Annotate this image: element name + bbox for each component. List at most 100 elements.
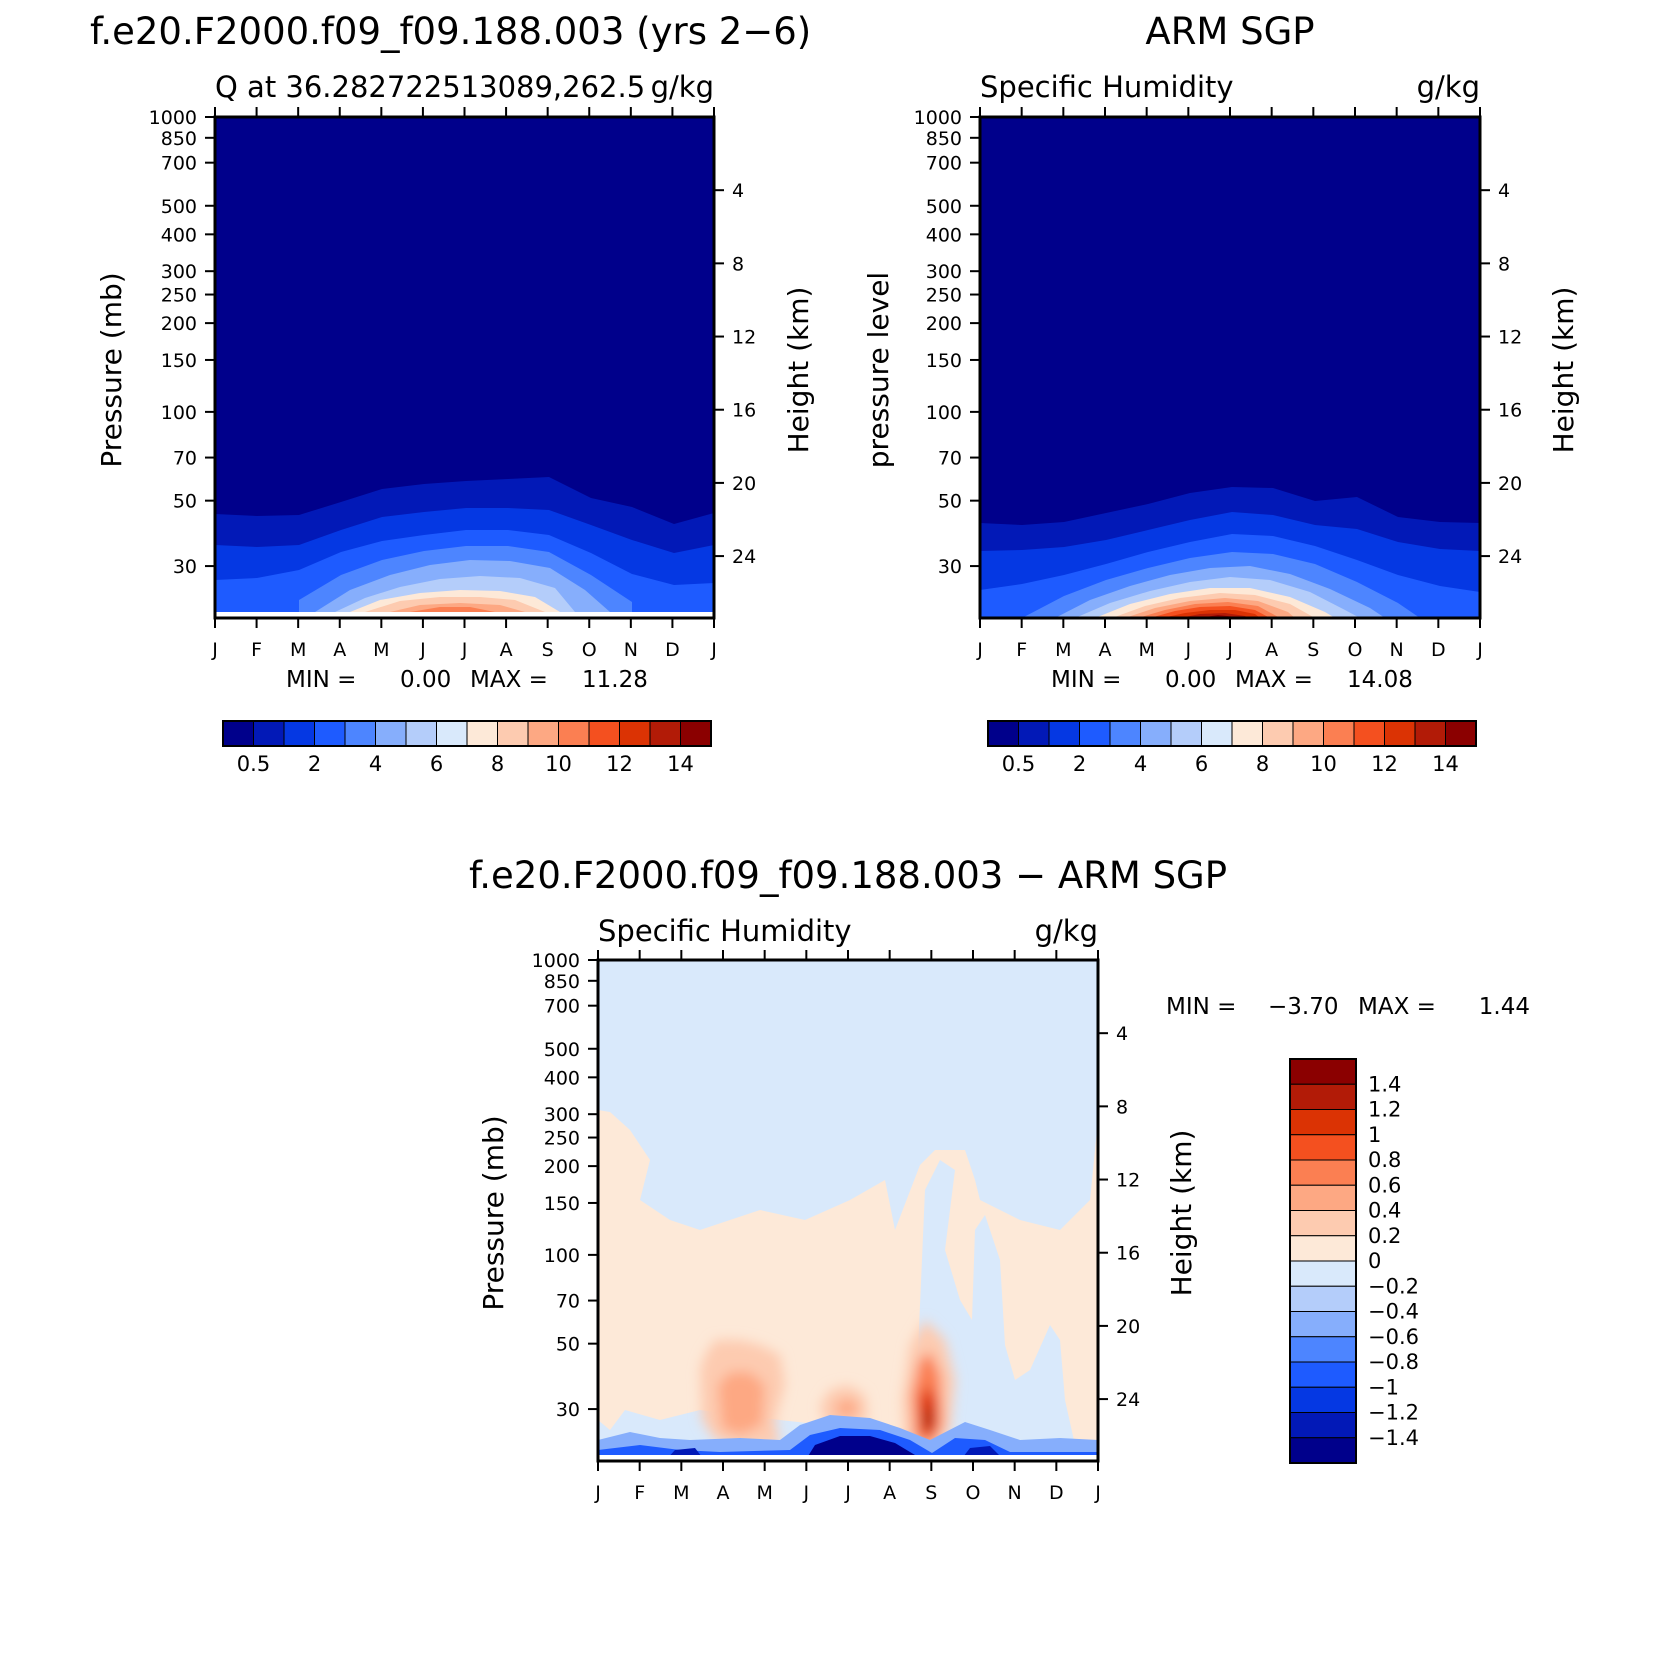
- colorbar-label: 6: [430, 752, 443, 776]
- pressure-tick-label: 30: [556, 1399, 580, 1421]
- panel-model: f.e20.F2000.f09_f09.188.003 (yrs 2−6) Q …: [90, 10, 815, 776]
- panel-diff-max-label: MAX =: [1358, 994, 1436, 1020]
- panel-obs-min-label: MIN =: [1051, 667, 1121, 693]
- colorbar-swatch: [222, 720, 254, 747]
- colorbar-label: 14: [667, 752, 694, 776]
- height-tick-label: 8: [732, 253, 744, 275]
- colorbar-swatch: [1289, 1235, 1357, 1262]
- colorbar-swatch: [1289, 1361, 1357, 1388]
- month-tick-label: M: [1138, 639, 1154, 661]
- colorbar-label: 0.6: [1368, 1173, 1401, 1197]
- pressure-tick-label: 700: [544, 996, 580, 1018]
- panel-diff-negative-core: [805, 1436, 920, 1461]
- colorbar-swatch: [558, 720, 590, 747]
- colorbar-swatch: [1289, 1336, 1357, 1363]
- height-tick-label: 4: [1498, 180, 1510, 202]
- month-tick-label: A: [883, 1482, 896, 1504]
- height-tick-label: 12: [1116, 1170, 1140, 1192]
- colorbar-label: −0.2: [1368, 1274, 1419, 1298]
- colorbar-label: −1.4: [1368, 1426, 1419, 1450]
- colorbar-label: −0.8: [1368, 1350, 1419, 1374]
- month-tick-label: J: [1094, 1482, 1101, 1504]
- panel-diff-ylabel: Pressure (mb): [477, 1115, 510, 1310]
- pressure-tick-label: 850: [544, 971, 580, 993]
- colorbar-swatch: [1353, 720, 1385, 747]
- panel-diff-anomaly-july-core: [835, 1398, 860, 1418]
- panel-model-stats: MIN = 0.00 MAX = 11.28: [286, 667, 648, 693]
- colorbar-label: 1.4: [1368, 1072, 1401, 1096]
- panel-model-band-11: [410, 607, 495, 612]
- height-tick-label: 20: [732, 473, 756, 495]
- panel-obs-max-value: 14.08: [1347, 667, 1413, 693]
- colorbar-label: 0.4: [1368, 1199, 1401, 1223]
- month-tick-label: J: [1185, 639, 1192, 661]
- panel-diff-units: g/kg: [1035, 914, 1098, 948]
- colorbar-label: 4: [369, 752, 382, 776]
- month-tick-label: J: [976, 639, 983, 661]
- panel-diff-min-value: −3.70: [1268, 994, 1338, 1020]
- panel-model-colorbar: 0.5 2 4 6 8 10 12 14: [222, 720, 712, 776]
- pressure-tick-label: 50: [938, 491, 962, 513]
- pressure-tick-label: 400: [544, 1067, 580, 1089]
- month-tick-label: F: [251, 639, 262, 661]
- colorbar-swatch: [1289, 1210, 1357, 1237]
- colorbar-swatch: [1289, 1184, 1357, 1211]
- colorbar-swatch: [1140, 720, 1172, 747]
- pressure-tick-label: 700: [926, 153, 962, 175]
- colorbar-label: 4: [1134, 752, 1147, 776]
- pressure-tick-label: 30: [173, 556, 197, 578]
- pressure-tick-label: 200: [926, 313, 962, 335]
- colorbar-swatch: [1201, 720, 1233, 747]
- pressure-tick-label: 30: [938, 556, 962, 578]
- panel-obs-colorbar: 0.5 2 4 6 8 10 12 14: [987, 720, 1477, 776]
- pressure-tick-label: 100: [161, 402, 197, 424]
- colorbar-label: 1: [1368, 1123, 1381, 1147]
- pressure-tick-label: 400: [161, 224, 197, 246]
- pressure-tick-label: 300: [926, 261, 962, 283]
- height-tick-label: 16: [1498, 400, 1522, 422]
- colorbar-label: 12: [1371, 752, 1398, 776]
- height-tick-label: 20: [1116, 1316, 1140, 1338]
- panel-diff-colorbar: 1.41.210.80.60.40.20−0.2−0.4−0.6−0.8−1−1…: [1289, 1058, 1419, 1464]
- colorbar-swatch: [344, 720, 376, 747]
- month-tick-label: J: [211, 639, 218, 661]
- colorbar-swatch: [1289, 1260, 1357, 1287]
- panel-diff-anomaly-spring-core: [718, 1372, 765, 1435]
- pressure-tick-label: 100: [544, 1245, 580, 1267]
- colorbar-label: 12: [606, 752, 633, 776]
- height-tick-label: 12: [732, 327, 756, 349]
- month-tick-label: J: [1476, 639, 1483, 661]
- month-tick-label: D: [1049, 1482, 1064, 1504]
- height-tick-label: 24: [1116, 1389, 1140, 1411]
- pressure-tick-label: 300: [544, 1104, 580, 1126]
- colorbar-swatch: [987, 720, 1019, 747]
- month-tick-label: F: [634, 1482, 645, 1504]
- colorbar-swatch: [1289, 1134, 1357, 1161]
- panel-diff-title: f.e20.F2000.f09_f09.188.003 − ARM SGP: [469, 854, 1227, 897]
- colorbar-swatch: [283, 720, 315, 747]
- colorbar-swatch: [1289, 1285, 1357, 1312]
- pressure-tick-label: 500: [926, 196, 962, 218]
- colorbar-swatch: [375, 720, 407, 747]
- panel-diff-stats: MIN = −3.70 MAX = 1.44: [1166, 994, 1530, 1020]
- panel-obs-stats: MIN = 0.00 MAX = 14.08: [1051, 667, 1413, 693]
- month-tick-label: O: [966, 1482, 981, 1504]
- pressure-tick-label: 150: [544, 1193, 580, 1215]
- pressure-tick-label: 70: [556, 1291, 580, 1313]
- month-tick-label: D: [665, 639, 680, 661]
- panel-model-ylabel-right: Height (km): [782, 287, 815, 454]
- colorbar-label: −0.4: [1368, 1300, 1419, 1324]
- panel-model-max-value: 11.28: [582, 667, 648, 693]
- panel-obs-plot: [980, 117, 1480, 618]
- panel-obs-title: ARM SGP: [1145, 10, 1314, 53]
- height-tick-label: 4: [732, 180, 744, 202]
- month-tick-label: A: [500, 639, 513, 661]
- colorbar-swatch: [253, 720, 285, 747]
- pressure-tick-label: 500: [544, 1039, 580, 1061]
- colorbar-swatch: [1170, 720, 1202, 747]
- colorbar-label: −1: [1368, 1375, 1399, 1399]
- pressure-tick-label: 70: [173, 448, 197, 470]
- colorbar-swatch: [1231, 720, 1263, 747]
- colorbar-label: 0.5: [1002, 752, 1035, 776]
- height-tick-label: 12: [1498, 327, 1522, 349]
